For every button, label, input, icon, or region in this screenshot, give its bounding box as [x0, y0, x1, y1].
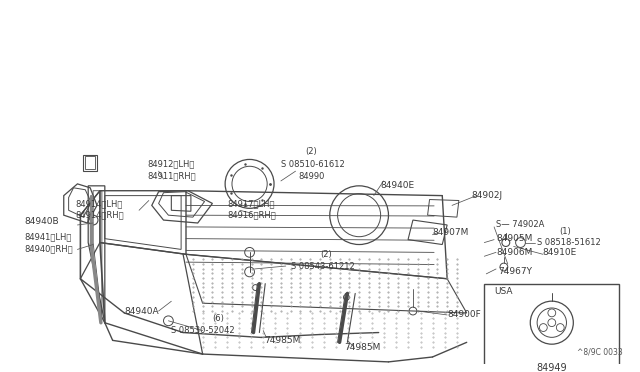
Text: (2): (2) — [320, 250, 332, 259]
Text: 84914〈LH〉: 84914〈LH〉 — [76, 199, 123, 208]
Text: 84914〈RH〉: 84914〈RH〉 — [76, 211, 124, 220]
Text: 84990: 84990 — [298, 171, 325, 180]
Circle shape — [556, 324, 564, 331]
Bar — [484, 283, 620, 372]
Text: 84916〈RH〉: 84916〈RH〉 — [227, 211, 276, 220]
Text: S 08510-61612: S 08510-61612 — [281, 160, 344, 169]
Text: S 08543-61212: S 08543-61212 — [291, 262, 355, 270]
Text: 84940〈RH〉: 84940〈RH〉 — [24, 244, 73, 253]
Circle shape — [540, 324, 547, 331]
Text: 84912〈LH〉: 84912〈LH〉 — [147, 160, 195, 169]
Text: 84949: 84949 — [536, 363, 567, 372]
Text: 84917〈LH〉: 84917〈LH〉 — [227, 199, 275, 208]
Text: 84940A: 84940A — [124, 307, 159, 315]
Text: S 08530-52042: S 08530-52042 — [172, 326, 235, 335]
Text: 84906M: 84906M — [496, 248, 532, 257]
Text: (1): (1) — [559, 227, 572, 236]
Text: 74967Y: 74967Y — [498, 267, 532, 276]
Text: 84910E: 84910E — [542, 248, 576, 257]
Text: 84902J: 84902J — [472, 191, 503, 200]
Text: S— 74902A: S— 74902A — [496, 221, 545, 230]
Text: (6): (6) — [212, 314, 224, 323]
Text: ^8/9C 0033: ^8/9C 0033 — [577, 347, 623, 356]
Text: 84907M: 84907M — [433, 228, 469, 237]
Text: 84940B: 84940B — [24, 217, 60, 225]
Circle shape — [548, 309, 556, 317]
Text: S 08518-51612: S 08518-51612 — [537, 238, 601, 247]
Text: 74985M: 74985M — [264, 336, 301, 345]
Circle shape — [548, 319, 556, 327]
Text: 84905M: 84905M — [496, 234, 532, 243]
Text: USA: USA — [494, 287, 513, 296]
Text: 84900F: 84900F — [447, 311, 481, 320]
Text: (2): (2) — [305, 147, 317, 156]
Text: 84940E: 84940E — [381, 181, 415, 190]
Text: 84911〈RH〉: 84911〈RH〉 — [147, 171, 195, 180]
Text: 84941〈LH〉: 84941〈LH〉 — [24, 232, 72, 241]
Text: 74985M: 74985M — [344, 343, 381, 352]
